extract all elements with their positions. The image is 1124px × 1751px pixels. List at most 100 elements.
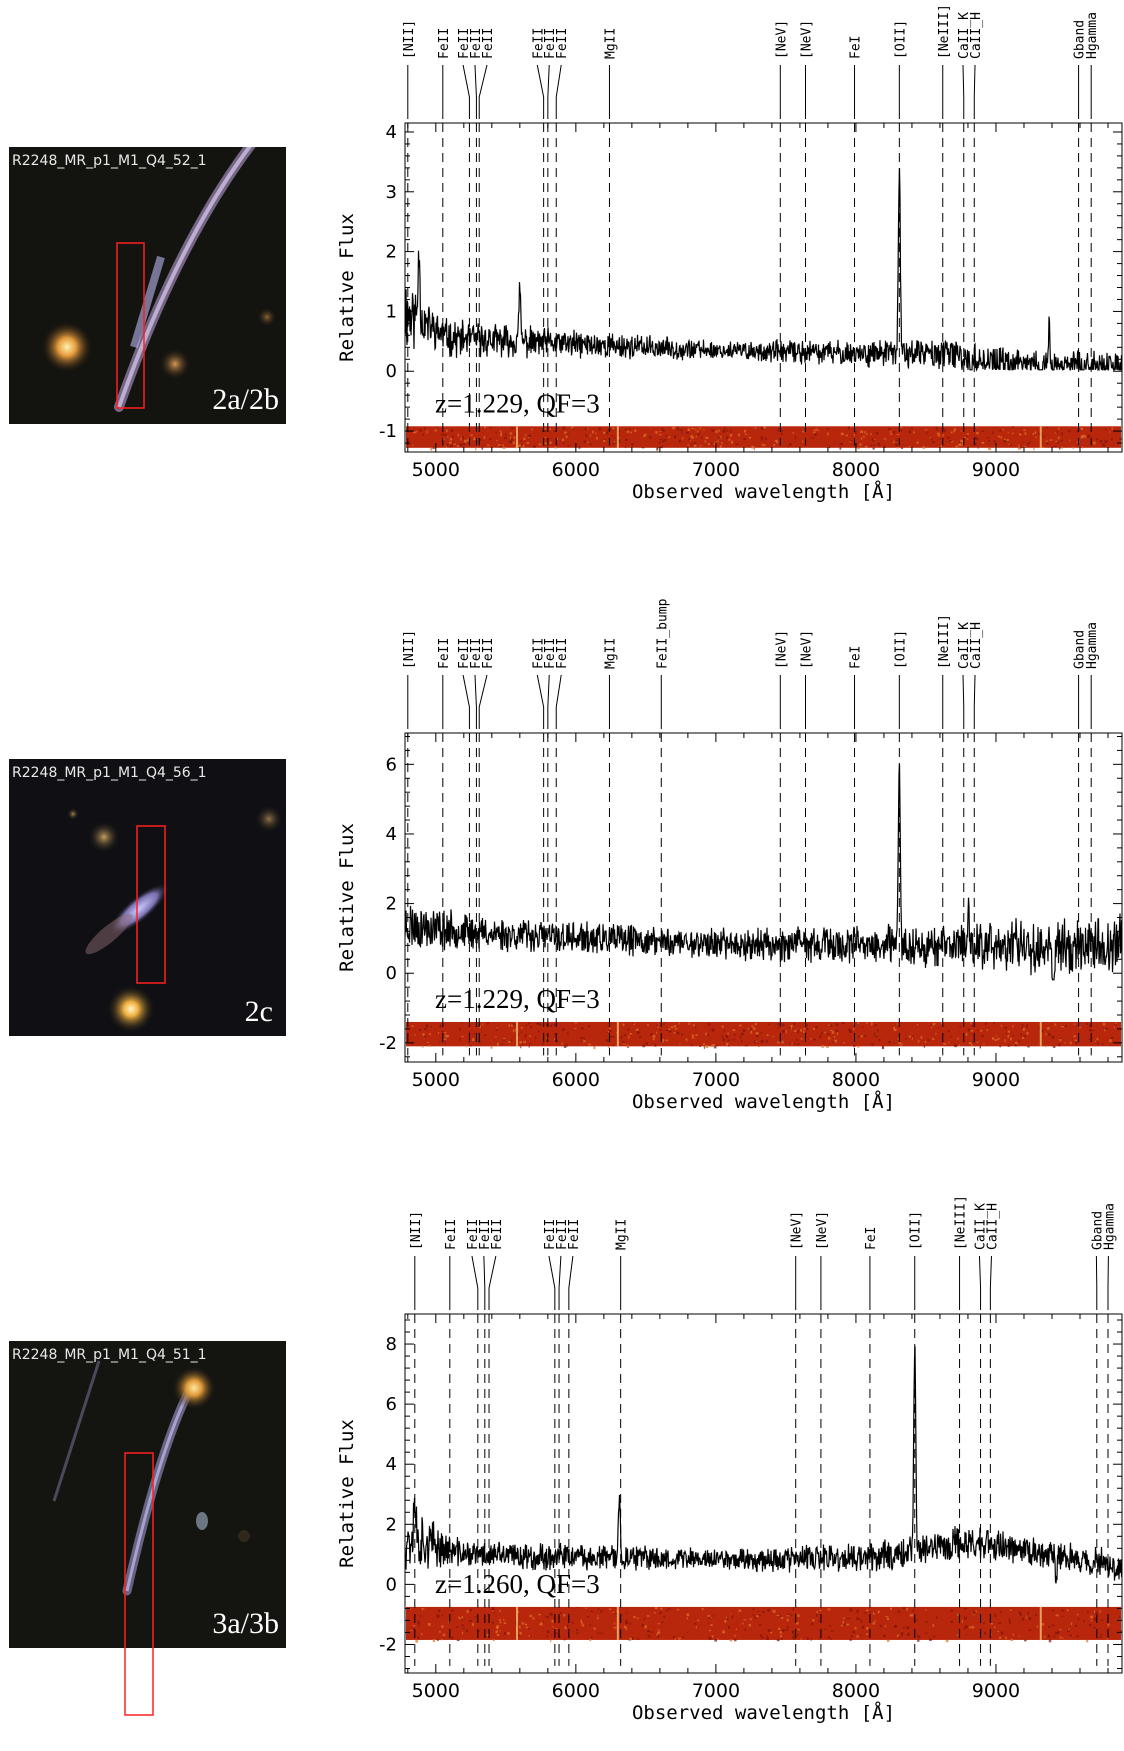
line-marker-leader xyxy=(536,64,545,119)
y-tick-label: 3 xyxy=(386,182,397,203)
line-marker-label: FeII xyxy=(531,638,546,669)
line-marker-label: MgII xyxy=(603,28,618,59)
galaxy-image: R2248_MR_p1_M1_Q4_52_1 2a/2b xyxy=(9,147,286,424)
y-tick-label: 0 xyxy=(386,361,397,382)
line-marker-label: FeII xyxy=(567,1219,582,1250)
spectrum-svg: 5000 6000 7000 8000 9000 Observed wavelength … xyxy=(336,4,1123,503)
x-axis-label: Observed wavelength [Å] xyxy=(632,1090,895,1113)
thumbnail-id-label: R2248_MR_p1_M1_Q4_51_1 xyxy=(12,1347,207,1363)
y-tick-label: 2 xyxy=(386,1514,397,1535)
line-marker-label: CaII_K xyxy=(957,622,972,669)
line-marker-leader xyxy=(555,674,562,729)
line-marker-label: FeII xyxy=(543,28,558,59)
x-tick-label: 7000 xyxy=(692,1680,740,1702)
line-marker-label: FeII xyxy=(437,28,452,59)
x-axis: 5000 6000 7000 8000 9000 xyxy=(407,1314,1109,1702)
line-marker-label: Gband xyxy=(1073,20,1088,59)
y-tick-label: 6 xyxy=(386,754,397,775)
line-marker-label: [NII] xyxy=(409,1211,424,1250)
line-marker-label: [NeV] xyxy=(800,630,815,669)
x-tick-label: 5000 xyxy=(412,1069,460,1091)
spectrum-2d-texture xyxy=(409,1606,1122,1643)
line-marker-label: FeII xyxy=(457,638,472,669)
redshift-annotation: z=1.260, QF=3 xyxy=(435,1569,600,1599)
spectrum-svg: 5000 6000 7000 8000 9000 Observed wavelength … xyxy=(336,598,1123,1113)
line-marker-label: FeII xyxy=(469,638,484,669)
galaxy-image: R2248_MR_p1_M1_Q4_51_1 3a/3b xyxy=(9,1341,286,1716)
line-marker-leader xyxy=(471,1255,479,1310)
x-tick-label: 7000 xyxy=(692,1069,740,1091)
line-marker-label: [OII] xyxy=(893,20,908,59)
spectrum-trace xyxy=(405,1346,1122,1584)
line-marker-label: [NeIII] xyxy=(937,614,952,669)
line-marker-label: FeII xyxy=(555,28,570,59)
spectrum-trace xyxy=(405,168,1122,372)
line-marker-leader xyxy=(962,674,965,729)
line-marker-label: [NeIII] xyxy=(954,1195,969,1250)
spectrum-2d-texture xyxy=(412,426,1122,451)
y-axis: -2 0 2 4 6 8 xyxy=(379,1319,1122,1669)
line-marker-label: [NeIII] xyxy=(937,4,952,59)
galaxy-thumbnail-3: R2248_MR_p1_M1_Q4_51_1 3a/3b xyxy=(9,1341,286,1721)
line-marker-leader xyxy=(536,674,545,729)
line-marker-label: FeI xyxy=(849,646,864,669)
x-tick-label: 8000 xyxy=(832,459,880,481)
line-marker-leader xyxy=(962,64,965,119)
y-tick-label: 4 xyxy=(386,1454,397,1475)
line-marker-leader xyxy=(555,64,562,119)
line-marker-label: FeII xyxy=(531,28,546,59)
line-marker-label: Gband xyxy=(1090,1211,1105,1250)
x-tick-label: 9000 xyxy=(972,459,1020,481)
x-tick-label: 9000 xyxy=(972,1069,1020,1091)
x-tick-label: 6000 xyxy=(552,1680,600,1702)
x-axis-label: Observed wavelength [Å] xyxy=(632,1701,895,1724)
line-marker-label: [OII] xyxy=(909,1211,924,1250)
line-marker-leader xyxy=(474,674,477,729)
y-tick-label: 4 xyxy=(386,824,397,845)
spectrum-chart-1: 5000 6000 7000 8000 9000 Observed wavelength … xyxy=(0,0,1124,540)
line-marker-label: FeII xyxy=(555,638,570,669)
galaxy-thumbnail-2: R2248_MR_p1_M1_Q4_56_1 2c xyxy=(9,759,286,1036)
line-marker-leader xyxy=(474,64,477,119)
y-tick-label: 1 xyxy=(386,301,397,322)
y-axis-label: Relative Flux xyxy=(336,823,358,972)
y-tick-label: -2 xyxy=(379,1033,397,1054)
line-marker-label: FeII xyxy=(444,1219,459,1250)
line-marker-label: FeII xyxy=(490,1219,505,1250)
line-marker-leader xyxy=(483,1255,486,1310)
redshift-annotation: z=1.229, QF=3 xyxy=(435,388,600,418)
line-marker-label: [NII] xyxy=(402,20,417,59)
line-marker-label: Hgamma xyxy=(1102,1203,1117,1250)
line-marker-label: FeII xyxy=(466,1219,481,1250)
thumbnail-image-label: 2a/2b xyxy=(212,383,279,416)
line-marker-leader xyxy=(989,1255,992,1310)
x-tick-label: 5000 xyxy=(412,459,460,481)
plot-frame xyxy=(404,1313,1123,1674)
line-marker-leader xyxy=(547,674,550,729)
y-tick-label: 0 xyxy=(386,963,397,984)
line-marker-label: FeII xyxy=(481,638,496,669)
y-tick-label: 8 xyxy=(386,1334,397,1355)
x-tick-label: 9000 xyxy=(972,1680,1020,1702)
galaxy-image: R2248_MR_p1_M1_Q4_56_1 2c xyxy=(9,759,286,1036)
line-marker-leader xyxy=(488,1255,497,1310)
redshift-annotation: z=1.229, QF=3 xyxy=(435,984,600,1014)
y-tick-label: 4 xyxy=(386,122,397,143)
y-tick-label: -1 xyxy=(379,421,397,442)
line-marker-label: CaII_H xyxy=(969,12,984,59)
x-tick-label: 8000 xyxy=(832,1069,880,1091)
thumbnail-image-label: 3a/3b xyxy=(212,1607,279,1640)
x-tick-label: 6000 xyxy=(552,459,600,481)
line-marker-label: [NeV] xyxy=(815,1211,830,1250)
y-axis-label: Relative Flux xyxy=(336,213,358,362)
line-marker-label: FeII xyxy=(543,1219,558,1250)
line-marker-label: [NII] xyxy=(402,630,417,669)
line-marker-label: FeII xyxy=(437,638,452,669)
thumbnail-image-label: 2c xyxy=(245,995,273,1028)
line-marker-leader xyxy=(568,1255,574,1310)
y-tick-label: 2 xyxy=(386,242,397,263)
